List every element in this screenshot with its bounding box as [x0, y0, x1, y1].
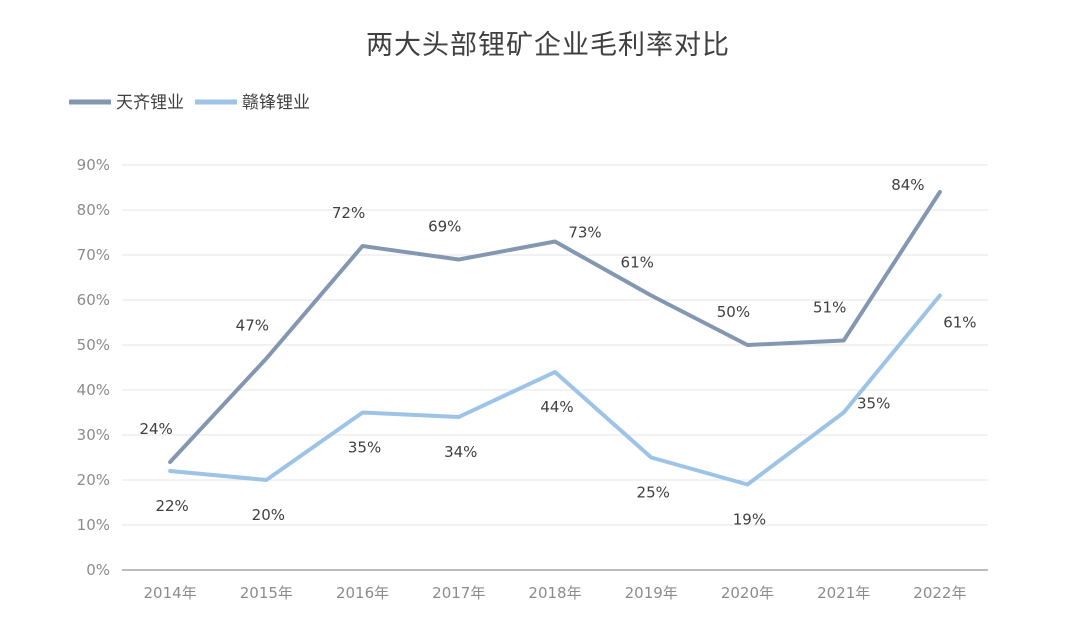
x-tick-label: 2015年: [240, 584, 293, 602]
legend-label-tianqi: 天齐锂业: [116, 93, 184, 113]
y-tick-label: 90%: [77, 156, 110, 174]
y-tick-label: 30%: [77, 426, 110, 444]
y-tick-label: 0%: [86, 561, 110, 579]
data-label: 84%: [891, 176, 924, 194]
data-label: 25%: [637, 484, 670, 502]
series-line-ganfeng: [168, 293, 942, 487]
x-axis-tick-labels: 2014年 2015年 2016年 2017年 2018年 2019年 2020年 2021年…: [144, 584, 967, 602]
y-tick-label: 70%: [77, 246, 110, 264]
x-tick-label: 2022年: [913, 584, 966, 602]
legend-item-ganfeng: 赣锋锂业: [195, 93, 310, 113]
data-label: 35%: [348, 439, 381, 457]
x-tick-label: 2018年: [528, 584, 581, 602]
data-labels: 24% 47% 72% 69% 73% 61% 50% 51% 84% 22% 20% 35% 34% 4…: [139, 176, 976, 529]
series-lines: [168, 190, 942, 487]
series-line-tianqi: [168, 190, 942, 464]
data-label: 24%: [139, 420, 172, 438]
legend-item-tianqi: 天齐锂业: [69, 93, 184, 113]
y-tick-label: 40%: [77, 381, 110, 399]
data-label: 50%: [717, 303, 750, 321]
chart-title: 两大头部锂矿企业毛利率对比: [366, 30, 730, 61]
x-tick-label: 2021年: [817, 584, 870, 602]
y-tick-label: 80%: [77, 201, 110, 219]
y-tick-label: 60%: [77, 291, 110, 309]
y-tick-label: 10%: [77, 516, 110, 534]
x-tick-label: 2019年: [625, 584, 678, 602]
data-label: 44%: [540, 398, 573, 416]
data-label: 35%: [857, 395, 890, 413]
y-tick-label: 50%: [77, 336, 110, 354]
data-label: 22%: [155, 497, 188, 515]
x-tick-label: 2016年: [336, 584, 389, 602]
data-label: 73%: [568, 224, 601, 242]
data-label: 61%: [943, 314, 976, 332]
data-label: 47%: [236, 317, 269, 335]
gridlines: [122, 164, 988, 526]
legend-label-ganfeng: 赣锋锂业: [242, 93, 310, 113]
data-label: 61%: [621, 254, 654, 272]
data-label: 69%: [428, 218, 461, 236]
y-tick-label: 20%: [77, 471, 110, 489]
y-axis-tick-labels: 0% 10% 20% 30% 40% 50% 60% 70% 80% 90%: [77, 156, 110, 579]
data-label: 51%: [813, 299, 846, 317]
data-label: 72%: [332, 204, 365, 222]
x-tick-label: 2017年: [432, 584, 485, 602]
x-tick-label: 2014年: [144, 584, 197, 602]
x-tick-label: 2020年: [721, 584, 774, 602]
data-label: 19%: [733, 511, 766, 529]
data-label: 20%: [252, 506, 285, 524]
legend: 天齐锂业 赣锋锂业: [69, 93, 310, 113]
data-label: 34%: [444, 443, 477, 461]
